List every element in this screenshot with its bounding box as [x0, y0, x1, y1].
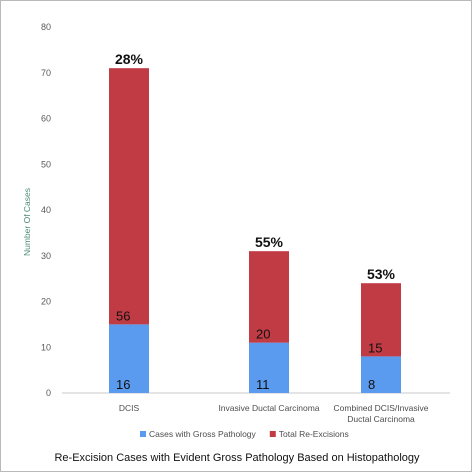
bar-gross-pathology-1 [109, 324, 149, 393]
bar-total-re-excisions-3 [361, 283, 401, 357]
legend-label-1: Cases with Gross Pathology [149, 429, 257, 439]
chart-title: Re-Excision Cases with Evident Gross Pat… [54, 452, 420, 464]
x-category-label-1: DCIS [119, 403, 140, 413]
legend-label-2: Total Re-Excisions [279, 429, 349, 439]
x-category-label-3-line-2: Ductal Carcinoma [347, 414, 415, 424]
data-label-gross-1: 16 [116, 377, 130, 392]
data-label-total-2: 20 [256, 327, 270, 342]
y-axis-label: Number Of Cases [22, 188, 32, 256]
legend-swatch-2 [269, 431, 276, 437]
percentage-label-2: 55% [255, 234, 284, 250]
percentage-label-1: 28% [115, 51, 144, 67]
data-label-gross-3: 8 [368, 377, 375, 392]
bar-total-re-excisions-2 [249, 251, 289, 343]
data-label-total-1: 56 [116, 308, 130, 323]
data-label-gross-2: 11 [256, 377, 270, 392]
y-tick-label-50: 50 [41, 159, 51, 169]
legend-swatch-1 [140, 431, 146, 437]
y-tick-label-20: 20 [41, 297, 51, 307]
x-category-label-3-line-1: Combined DCIS/Invasive [334, 403, 429, 413]
y-tick-label-60: 60 [41, 114, 51, 124]
y-tick-label-40: 40 [41, 205, 51, 215]
bar-total-re-excisions-1 [109, 68, 149, 325]
percentage-label-3: 53% [367, 266, 396, 282]
bar-gross-pathology-3 [361, 356, 401, 393]
y-tick-label-30: 30 [41, 251, 51, 261]
y-tick-label-0: 0 [46, 388, 51, 398]
y-tick-label-10: 10 [41, 342, 51, 352]
y-tick-label-70: 70 [41, 68, 51, 78]
data-label-total-3: 15 [368, 340, 382, 355]
y-tick-label-80: 80 [41, 22, 51, 32]
bar-gross-pathology-2 [249, 342, 289, 393]
x-category-label-2: Invasive Ductal Carcinoma [218, 403, 319, 413]
